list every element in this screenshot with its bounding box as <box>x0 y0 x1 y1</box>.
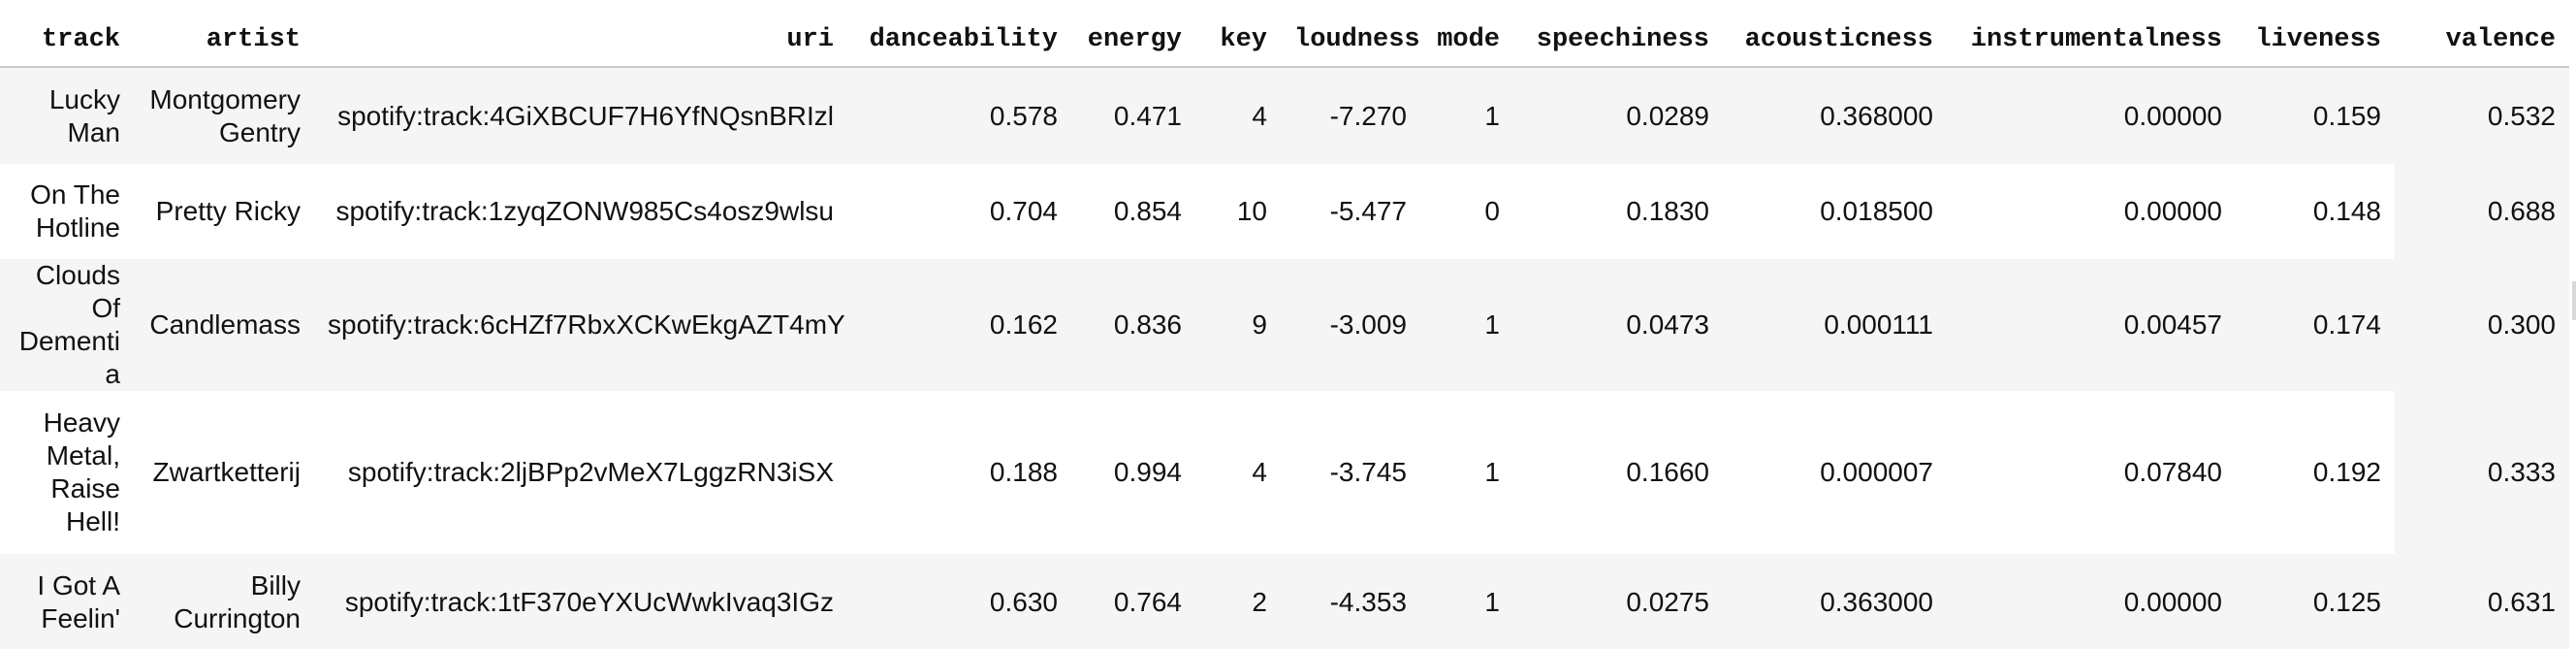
cell-track: Heavy Metal, Raise Hell! <box>43 407 120 536</box>
column-header-key: key <box>1195 17 1281 68</box>
cell-artist: Candlemass <box>149 309 301 340</box>
cell-energy: 0.994 <box>1113 457 1182 487</box>
column-header-liveness: liveness <box>2236 17 2395 68</box>
table-row: Heavy Metal, Raise Hell! Zwartketterij s… <box>0 391 2569 554</box>
column-header-loudness: loudness <box>1281 17 1420 68</box>
cell-key: 10 <box>1236 196 1267 226</box>
cell-mode: 1 <box>1484 100 1500 131</box>
cell-loudness: -3.745 <box>1329 457 1407 487</box>
cell-key: 2 <box>1252 587 1267 617</box>
cell-instrumentalness: 0.00000 <box>2123 100 2222 131</box>
header-row: track artist uri danceability energy key… <box>0 17 2569 68</box>
cell-track: Lucky Man <box>48 83 120 147</box>
cell-track: On The Hotline <box>30 179 120 243</box>
cell-instrumentalness: 0.00000 <box>2123 196 2222 226</box>
column-header-valence: valence <box>2395 17 2569 68</box>
cell-instrumentalness: 0.00457 <box>2123 309 2222 340</box>
cell-acousticness: 0.368000 <box>1820 100 1933 131</box>
cell-liveness: 0.192 <box>2312 457 2381 487</box>
cell-energy: 0.471 <box>1113 100 1182 131</box>
cell-uri: spotify:track:2ljBPp2vMeX7LggzRN3iSX <box>347 457 834 487</box>
cell-track: I Got A Feelin' <box>37 570 120 633</box>
column-header-danceability: danceability <box>847 17 1071 68</box>
scroll-edge-indicator <box>2572 281 2576 320</box>
cell-key: 9 <box>1252 309 1267 340</box>
cell-danceability: 0.188 <box>989 457 1058 487</box>
cell-energy: 0.764 <box>1113 587 1182 617</box>
cell-energy: 0.836 <box>1113 309 1182 340</box>
dataframe-table: track artist uri danceability energy key… <box>0 17 2569 649</box>
cell-uri: spotify:track:1zyqZONW985Cs4osz9wlsu <box>335 196 834 226</box>
cell-mode: 0 <box>1484 196 1500 226</box>
cell-speechiness: 0.1830 <box>1626 196 1709 226</box>
cell-valence: 0.631 <box>2487 587 2556 617</box>
cell-uri: spotify:track:6cHZf7RbxXCKwEkgAZT4mY <box>328 309 845 340</box>
cell-liveness: 0.148 <box>2312 196 2381 226</box>
table-row: I Got A Feelin' Billy Currington spotify… <box>0 554 2569 649</box>
cell-danceability: 0.704 <box>989 196 1058 226</box>
cell-mode: 1 <box>1484 457 1500 487</box>
cell-artist: Pretty Ricky <box>155 196 301 226</box>
cell-liveness: 0.174 <box>2312 309 2381 340</box>
cell-loudness: -5.477 <box>1329 196 1407 226</box>
cell-artist: Montgomery Gentry <box>149 83 301 147</box>
column-header-energy: energy <box>1071 17 1195 68</box>
table-row: Lucky Man Montgomery Gentry spotify:trac… <box>0 67 2569 164</box>
cell-artist: Zwartketterij <box>152 457 301 487</box>
column-header-mode: mode <box>1420 17 1513 68</box>
cell-instrumentalness: 0.07840 <box>2123 457 2222 487</box>
column-header-track: track <box>0 17 134 68</box>
cell-acousticness: 0.000111 <box>1824 309 1933 340</box>
cell-danceability: 0.578 <box>989 100 1058 131</box>
column-header-artist: artist <box>134 17 314 68</box>
table-row: On The Hotline Pretty Ricky spotify:trac… <box>0 164 2569 259</box>
cell-acousticness: 0.018500 <box>1820 196 1933 226</box>
cell-key: 4 <box>1252 100 1267 131</box>
cell-danceability: 0.162 <box>989 309 1058 340</box>
column-header-speechiness: speechiness <box>1513 17 1723 68</box>
cell-speechiness: 0.1660 <box>1626 457 1709 487</box>
cell-liveness: 0.159 <box>2312 100 2381 131</box>
column-header-acousticness: acousticness <box>1723 17 1947 68</box>
cell-uri: spotify:track:4GiXBCUF7H6YfNQsnBRIzl <box>337 100 834 131</box>
cell-loudness: -4.353 <box>1329 587 1407 617</box>
cell-speechiness: 0.0473 <box>1626 309 1709 340</box>
cell-uri: spotify:track:1tF370eYXUcWwkIvaq3IGz <box>344 587 834 617</box>
cell-speechiness: 0.0289 <box>1626 100 1709 131</box>
cell-danceability: 0.630 <box>989 587 1058 617</box>
cell-instrumentalness: 0.00000 <box>2123 587 2222 617</box>
cell-valence: 0.532 <box>2487 100 2556 131</box>
cell-valence: 0.333 <box>2395 391 2569 554</box>
cell-key: 4 <box>1252 457 1267 487</box>
cell-artist: Billy Currington <box>174 570 301 633</box>
cell-acousticness: 0.000007 <box>1820 457 1933 487</box>
column-header-instrumentalness: instrumentalness <box>1947 17 2236 68</box>
cell-loudness: -7.270 <box>1329 100 1407 131</box>
column-header-uri: uri <box>314 17 847 68</box>
cell-mode: 1 <box>1484 587 1500 617</box>
cell-mode: 1 <box>1484 309 1500 340</box>
cell-acousticness: 0.363000 <box>1820 587 1933 617</box>
cell-valence: 0.688 <box>2395 164 2569 259</box>
cell-loudness: -3.009 <box>1329 309 1407 340</box>
cell-energy: 0.854 <box>1113 196 1182 226</box>
table-row: Clouds Of Dementia Candlemass spotify:tr… <box>0 259 2569 391</box>
cell-speechiness: 0.0275 <box>1626 587 1709 617</box>
cell-track: Clouds Of Dementia <box>18 260 120 389</box>
cell-valence: 0.300 <box>2487 309 2556 340</box>
cell-liveness: 0.125 <box>2312 587 2381 617</box>
